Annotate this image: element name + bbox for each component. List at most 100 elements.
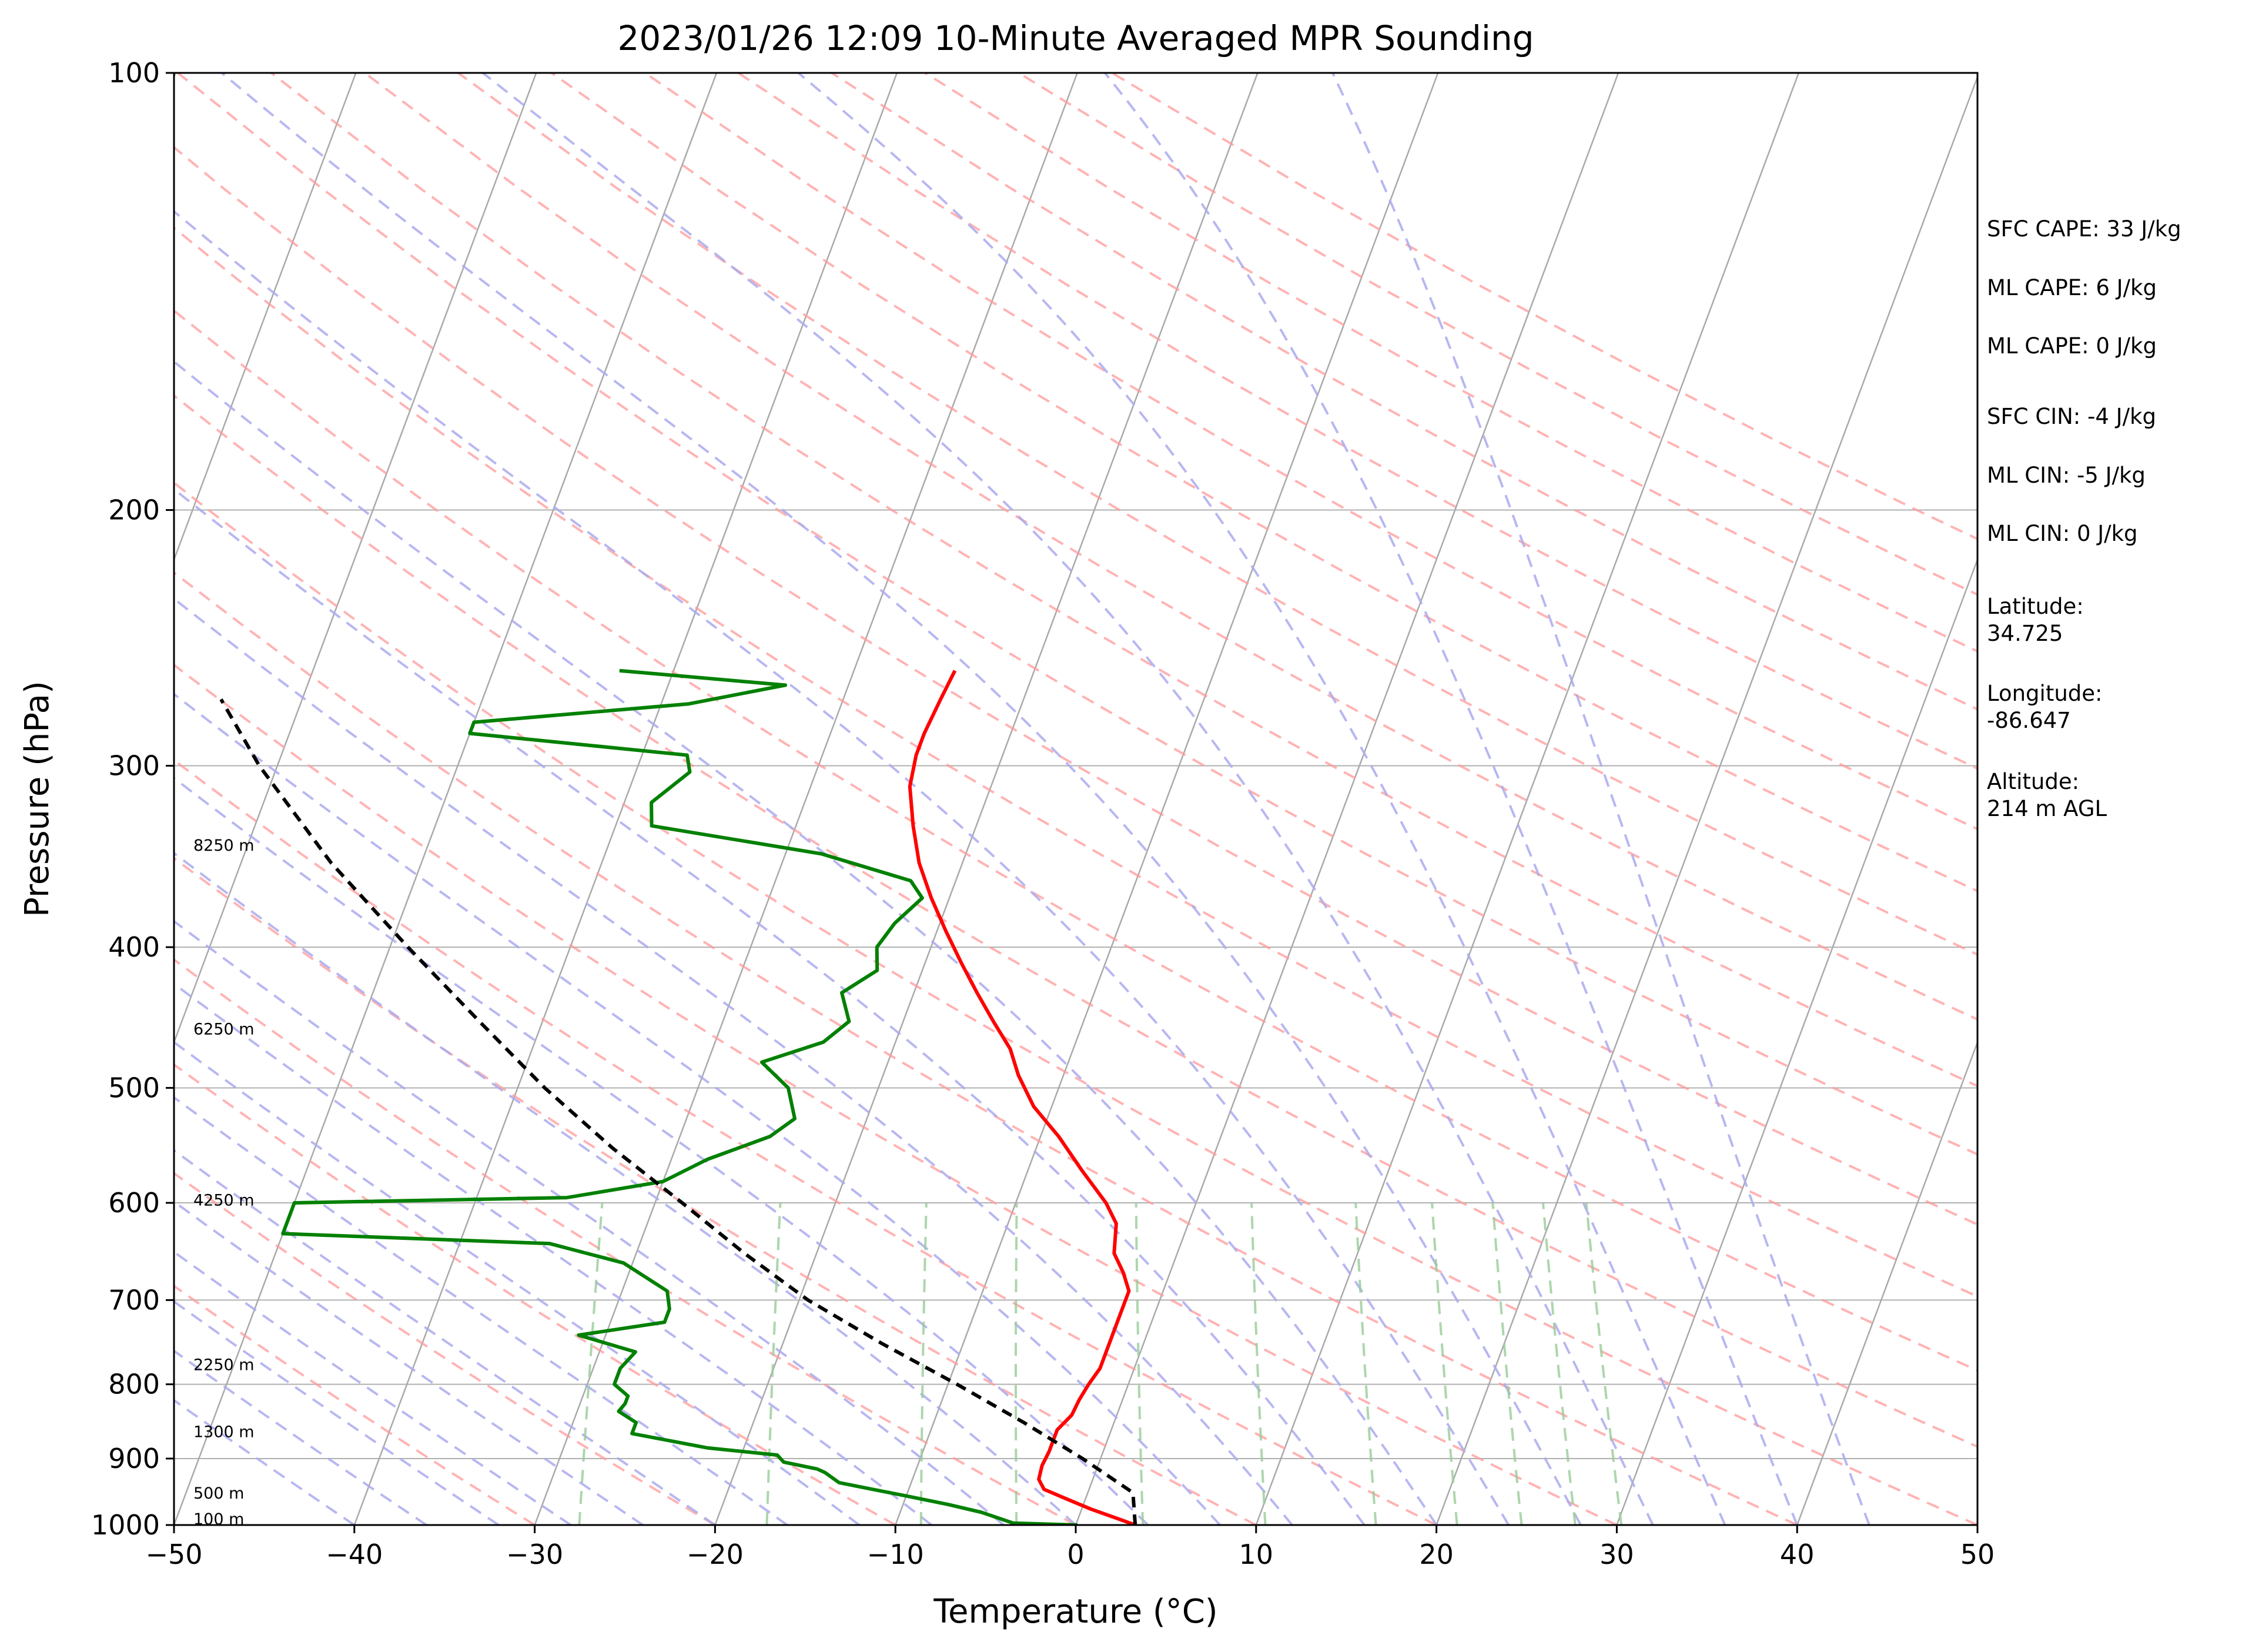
height-label: 100 m (193, 1510, 244, 1529)
moist-adiabat (1331, 73, 1870, 1525)
x-tick-label: −30 (506, 1539, 563, 1570)
dry-adiabat (924, 73, 1977, 653)
stat-line: 34.725 (1987, 621, 2063, 646)
dry-adiabat (174, 1284, 536, 1525)
dry-adiabat (174, 309, 1977, 1372)
moist-adiabat (481, 73, 1654, 1525)
moist-adiabat (174, 1096, 788, 1525)
y-tick-label: 200 (108, 494, 160, 526)
x-tick-label: −50 (145, 1539, 202, 1570)
dry-adiabat (457, 73, 1977, 956)
mixing-ratio-line (1354, 1202, 1377, 1525)
x-tick-label: 10 (1239, 1539, 1274, 1570)
moist-adiabat (174, 597, 1293, 1525)
mixing-ratio-line (1250, 1202, 1267, 1525)
isotherm-line (714, 73, 1259, 1525)
stat-line: ML CIN: -5 J/kg (1987, 463, 2146, 488)
dry-adiabat (174, 145, 1977, 1226)
x-tick-label: −20 (687, 1539, 744, 1570)
x-tick-label: 30 (1599, 1539, 1634, 1570)
moist-adiabat (174, 360, 1438, 1525)
moist-adiabat (174, 1149, 716, 1525)
x-tick-label: 0 (1067, 1539, 1084, 1570)
dry-adiabat (174, 481, 1977, 1525)
dry-adiabat (174, 571, 1798, 1525)
mixing-ratio-line (578, 1202, 604, 1525)
background-lines (174, 73, 1977, 1525)
isotherm-line (174, 73, 718, 1525)
mixing-ratio-line (1015, 1202, 1018, 1525)
mixing-ratio-line (1135, 1202, 1145, 1525)
stat-line: Latitude: (1987, 594, 2084, 619)
isotherm-line (1435, 75, 1977, 1525)
stats-panel: SFC CAPE: 33 J/kg ML CAPE: 6 J/kg ML CAPE:… (1987, 216, 2181, 821)
mixing-ratio-line (1431, 1202, 1458, 1525)
dry-adiabat (174, 1172, 716, 1525)
isotherm-line (1075, 73, 1619, 1525)
stat-line: SFC CAPE: 33 J/kg (1987, 216, 2181, 242)
y-tick-label: 400 (108, 931, 160, 963)
stat-line: ML CAPE: 6 J/kg (1987, 275, 2157, 300)
isotherm-line (174, 73, 537, 1045)
moist-adiabat (174, 919, 1005, 1525)
stat-line: Longitude: (1987, 681, 2103, 706)
dry-adiabat (174, 226, 1977, 1298)
mixing-ratio-line (1542, 1202, 1577, 1525)
data-series (219, 668, 1137, 1525)
x-axis-label: Temperature (°C) (933, 1593, 1217, 1631)
moist-adiabat (797, 73, 1726, 1525)
y-tick-label: 1000 (91, 1509, 160, 1541)
stat-line: -86.647 (1987, 708, 2071, 733)
y-tick-label: 800 (108, 1369, 160, 1400)
isotherm-line (534, 73, 1078, 1525)
dry-adiabat (551, 73, 1977, 892)
y-tick-label: 100 (108, 57, 160, 89)
y-tick-label: 900 (108, 1443, 160, 1474)
height-label: 6250 m (193, 1020, 255, 1038)
y-tick-label: 700 (108, 1284, 160, 1316)
parcel-path-line (219, 698, 1137, 1525)
x-tick-label: −40 (326, 1539, 383, 1570)
x-tick-label: 50 (1960, 1539, 1995, 1570)
mixing-ratio-line (765, 1202, 782, 1525)
dewpoint-line (281, 668, 1078, 1525)
height-label: 2250 m (193, 1356, 255, 1375)
moist-adiabat (174, 210, 1510, 1525)
stat-line: Altitude: (1987, 769, 2079, 794)
moist-adiabat (174, 982, 932, 1525)
moist-adiabat (174, 851, 1077, 1525)
dry-adiabat (270, 73, 1977, 1088)
x-tick-label: 40 (1780, 1539, 1815, 1570)
dry-adiabat (174, 394, 1977, 1448)
height-label: 4250 m (193, 1192, 255, 1210)
height-label: 1300 m (193, 1423, 255, 1442)
height-label: 8250 m (193, 837, 255, 855)
y-axis-ticks: 100 200 300 400 500 600 700 800 900 1000 (91, 57, 174, 1541)
y-axis-label: Pressure (hPa) (18, 681, 56, 917)
moist-adiabat (221, 73, 1582, 1525)
x-axis-ticks: −50 −40 −30 −20 −10 0 10 20 30 40 50 (145, 1525, 1995, 1570)
moist-adiabat (174, 1399, 355, 1525)
dry-adiabat (174, 663, 1618, 1525)
y-tick-label: 500 (108, 1072, 160, 1103)
chart-title: 2023/01/26 12:09 10-Minute Averaged MPR … (617, 18, 1534, 58)
y-tick-label: 300 (108, 750, 160, 781)
dry-adiabat (174, 758, 1437, 1525)
moist-adiabat (174, 776, 1149, 1525)
dry-adiabat (174, 958, 1076, 1525)
height-labels: 100 m 500 m 1300 m 2250 m 4250 m 6250 m 8250 m (193, 837, 255, 1529)
x-tick-label: 20 (1419, 1539, 1454, 1570)
mixing-ratio-line (1585, 1202, 1623, 1525)
height-label: 500 m (193, 1484, 244, 1503)
isotherm-line (1796, 1040, 1977, 1525)
isotherm-line (895, 73, 1439, 1525)
mixing-ratio-line (1491, 1202, 1523, 1525)
moist-adiabat (174, 1349, 427, 1525)
moist-adiabat (174, 487, 1366, 1525)
temperature-line (908, 670, 1136, 1525)
dry-adiabat (737, 73, 1977, 770)
isotherm-line (174, 73, 357, 562)
